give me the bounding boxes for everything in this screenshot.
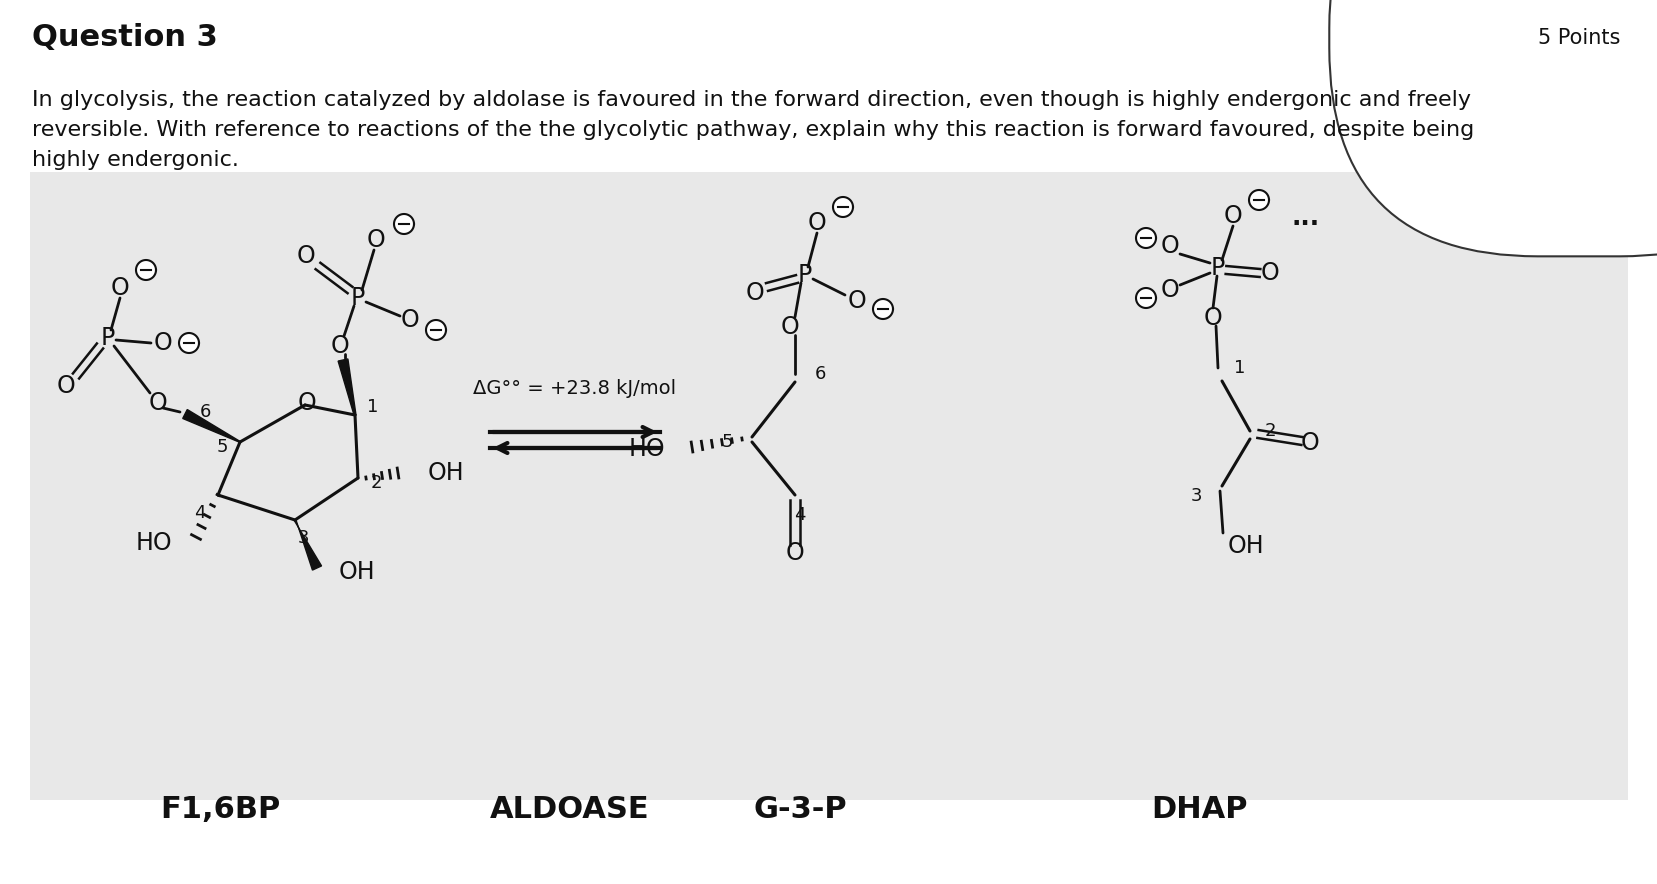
Text: highly endergonic.: highly endergonic. — [31, 150, 239, 170]
Text: In glycolysis, the reaction catalyzed by aldolase is favoured in the forward dir: In glycolysis, the reaction catalyzed by… — [31, 90, 1470, 110]
Text: 4: 4 — [794, 506, 805, 524]
Text: DHAP: DHAP — [1152, 796, 1248, 825]
Polygon shape — [832, 197, 852, 217]
Text: 1: 1 — [368, 398, 378, 416]
Text: O: O — [1160, 234, 1178, 258]
Bar — [30, 172, 1627, 800]
Polygon shape — [338, 359, 356, 415]
Text: O: O — [330, 334, 350, 358]
Text: O: O — [149, 391, 167, 415]
Text: O: O — [297, 244, 315, 268]
Text: 5: 5 — [721, 433, 732, 451]
Polygon shape — [179, 333, 199, 353]
Text: OH: OH — [338, 560, 376, 584]
Text: ALDOASE: ALDOASE — [490, 796, 650, 825]
Text: O: O — [780, 315, 799, 339]
Text: 3: 3 — [1190, 487, 1201, 505]
Text: 4: 4 — [194, 504, 205, 522]
Text: O: O — [746, 281, 764, 305]
Text: reversible. With reference to reactions of the the glycolytic pathway, explain w: reversible. With reference to reactions … — [31, 120, 1473, 140]
Text: P: P — [797, 263, 812, 287]
Text: HO: HO — [628, 437, 664, 461]
Polygon shape — [182, 409, 240, 442]
Polygon shape — [873, 299, 893, 319]
Polygon shape — [426, 320, 446, 340]
Text: P: P — [1210, 256, 1225, 280]
Text: ΔG°° = +23.8 kJ/mol: ΔG°° = +23.8 kJ/mol — [474, 378, 676, 398]
Text: O: O — [56, 374, 75, 398]
Text: O: O — [1160, 278, 1178, 302]
Text: 6: 6 — [199, 403, 210, 421]
Text: O: O — [111, 276, 129, 300]
Text: O: O — [1203, 306, 1221, 330]
Text: O: O — [785, 541, 804, 565]
Polygon shape — [293, 520, 321, 570]
Text: OH: OH — [1228, 534, 1264, 558]
Text: HO: HO — [136, 531, 172, 555]
Text: G-3-P: G-3-P — [752, 796, 847, 825]
Text: O: O — [298, 391, 316, 415]
Text: 3: 3 — [297, 529, 308, 547]
Text: O: O — [1299, 431, 1319, 455]
Text: 5 Points: 5 Points — [1536, 28, 1619, 48]
Polygon shape — [1248, 190, 1268, 210]
Text: 5: 5 — [215, 438, 227, 456]
Text: O: O — [1223, 204, 1241, 228]
Text: O: O — [401, 308, 419, 332]
Text: ...: ... — [1291, 206, 1319, 230]
Text: F1,6BP: F1,6BP — [159, 796, 280, 825]
Text: O: O — [366, 228, 384, 252]
Polygon shape — [136, 260, 156, 280]
Text: OH: OH — [428, 461, 464, 485]
Polygon shape — [1135, 228, 1155, 248]
Text: 1: 1 — [1233, 359, 1244, 377]
Polygon shape — [394, 214, 414, 234]
Text: 2: 2 — [1264, 422, 1274, 440]
Text: O: O — [847, 289, 867, 313]
Text: P: P — [351, 286, 365, 310]
Text: 2: 2 — [370, 474, 381, 492]
Text: 6: 6 — [814, 365, 825, 383]
Polygon shape — [1135, 288, 1155, 308]
Text: O: O — [807, 211, 825, 235]
Text: Question 3: Question 3 — [31, 24, 217, 52]
Text: O: O — [154, 331, 172, 355]
Text: P: P — [101, 326, 114, 350]
Text: O: O — [1259, 261, 1279, 285]
